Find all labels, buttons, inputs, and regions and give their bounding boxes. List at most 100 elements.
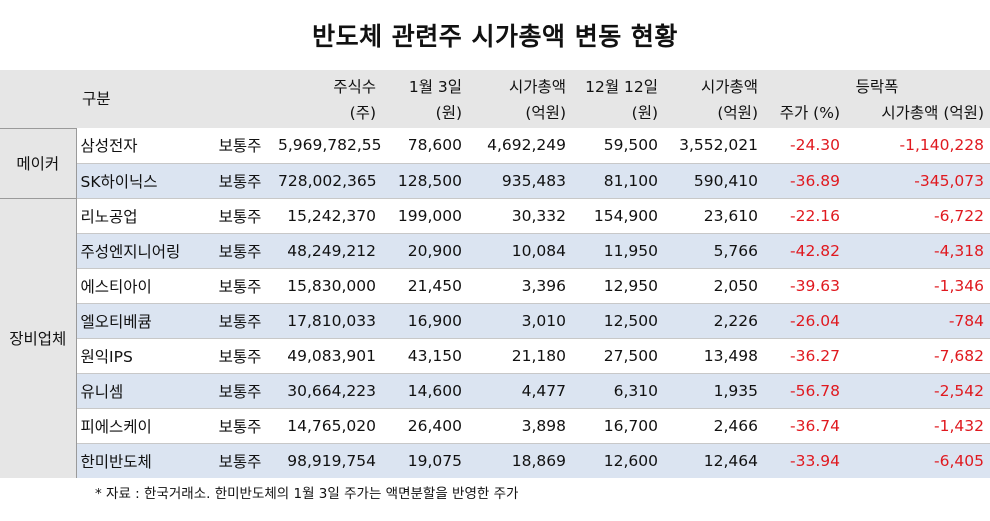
stock-type: 보통주: [208, 372, 272, 408]
page-title: 반도체 관련주 시가총액 변동 현황: [312, 22, 678, 51]
price-dec12-cell: 6,310: [572, 372, 664, 408]
header-price-jan3-unit: (원): [382, 99, 468, 128]
shares-cell: 30,664,223: [272, 372, 382, 408]
mcap-jan3-cell: 21,180: [468, 337, 572, 373]
price-jan3-cell: 20,900: [382, 232, 468, 268]
shares-cell: 728,002,365: [272, 162, 382, 198]
change-price-cell: -39.63: [764, 267, 846, 303]
company-name: 피에스케이: [76, 407, 208, 443]
group-label-maker: 메이커: [0, 127, 77, 198]
mcap-dec12-cell: 12,464: [664, 442, 764, 478]
mcap-dec12-cell: 2,466: [664, 407, 764, 443]
price-jan3-cell: 43,150: [382, 337, 468, 373]
price-dec12-cell: 154,900: [572, 197, 664, 233]
footnote: * 자료 : 한국거래소. 한미반도체의 1월 3일 주가는 액면분할을 반영한…: [95, 486, 519, 502]
table-row: 장비업체 리노공업 보통주 15,242,370 199,000 30,332 …: [0, 197, 990, 478]
mcap-jan3-cell: 4,477: [468, 372, 572, 408]
mcap-dec12-cell: 13,498: [664, 337, 764, 373]
price-dec12-cell: 12,600: [572, 442, 664, 478]
change-price-cell: -42.82: [764, 232, 846, 268]
group-label-equipment: 장비업체: [0, 197, 77, 478]
company-name: 에스티아이: [76, 267, 208, 303]
price-dec12-cell: 59,500: [603, 136, 658, 155]
price-jan3-cell: 21,450: [382, 267, 468, 303]
change-price-cell: -33.94: [764, 442, 846, 478]
price-jan3-cell: 26,400: [382, 407, 468, 443]
shares-cell: 14,765,020: [272, 407, 382, 443]
mcap-dec12-cell: 1,935: [664, 372, 764, 408]
change-mcap-cell: -7,682: [846, 337, 990, 373]
stock-type: 보통주: [208, 337, 272, 373]
change-price-cell: -36.89: [764, 162, 846, 198]
change-mcap-cell: -6,722: [846, 197, 990, 233]
table-row: 에스티아이 보통주 15,830,000 21,450 3,396 12,950…: [0, 267, 990, 303]
price-jan3-cell: 199,000: [382, 197, 468, 233]
header-corner-2: [0, 99, 76, 128]
shares-cell: 15,830,000: [272, 267, 382, 303]
mcap-jan3-cell: 10,084: [468, 232, 572, 268]
table-row: 한미반도체 보통주 98,919,754 19,075 18,869 12,60…: [0, 442, 990, 478]
mcap-jan3-cell: 935,483: [468, 162, 572, 198]
stock-type: 보통주: [218, 137, 262, 156]
price-jan3-cell: 19,075: [382, 442, 468, 478]
mcap-jan3-cell: 3,898: [468, 407, 572, 443]
mcap-dec12-cell: 2,226: [664, 302, 764, 338]
header-blank-2: [208, 99, 272, 128]
header-price-dec12: 12월 12일: [572, 70, 664, 99]
shares-cell: 5,969,782,550: [278, 136, 382, 155]
mcap-dec12-cell: 23,610: [664, 197, 764, 233]
header-category: 구분: [76, 70, 208, 128]
price-dec12-cell: 81,100: [572, 162, 664, 198]
header-change: 등락폭: [764, 70, 990, 99]
mcap-dec12-cell: 5,766: [664, 232, 764, 268]
company-name: SK하이닉스: [76, 162, 208, 198]
change-mcap-cell: -4,318: [846, 232, 990, 268]
change-price-cell: -24.30: [790, 136, 840, 155]
price-dec12-cell: 12,950: [572, 267, 664, 303]
shares-cell: 48,249,212: [272, 232, 382, 268]
table-row: 유니셈 보통주 30,664,223 14,600 4,477 6,310 1,…: [0, 372, 990, 408]
market-cap-table: 구분 주식수 1월 3일 시가총액 12월 12일 시가총액 등락폭 (주) (…: [0, 70, 990, 478]
price-dec12-cell: 11,950: [572, 232, 664, 268]
price-jan3-cell: 128,500: [382, 162, 468, 198]
change-mcap-cell: -1,346: [846, 267, 990, 303]
stock-type: 보통주: [208, 232, 272, 268]
mcap-dec12-cell: 2,050: [664, 267, 764, 303]
shares-cell: 98,919,754: [272, 442, 382, 478]
change-price-cell: -36.27: [764, 337, 846, 373]
header-mcap-dec12-unit: (억원): [664, 99, 764, 128]
header-price-jan3: 1월 3일: [382, 70, 468, 99]
table-row: 메이커 삼성전자 보통주 5,969,782,550 78,600 4,692,…: [0, 127, 990, 198]
shares-cell: 17,810,033: [272, 302, 382, 338]
change-mcap-cell: -2,542: [846, 372, 990, 408]
header-price-dec12-unit: (원): [572, 99, 664, 128]
price-jan3-cell: 16,900: [382, 302, 468, 338]
stock-type: 보통주: [208, 407, 272, 443]
header-change-price: 주가 (%): [764, 99, 846, 128]
change-mcap-cell: -1,432: [846, 407, 990, 443]
header-mcap-jan3-unit: (억원): [468, 99, 572, 128]
stock-type: 보통주: [208, 162, 272, 198]
mcap-jan3-cell: 3,010: [468, 302, 572, 338]
price-dec12-cell: 16,700: [572, 407, 664, 443]
change-price-cell: -22.16: [764, 197, 846, 233]
mcap-jan3-cell: 18,869: [468, 442, 572, 478]
mcap-jan3-cell: 3,396: [468, 267, 572, 303]
price-dec12-cell: 27,500: [572, 337, 664, 373]
table-row: 피에스케이 보통주 14,765,020 26,400 3,898 16,700…: [0, 407, 990, 443]
price-jan3-cell: 14,600: [382, 372, 468, 408]
change-mcap-cell: -345,073: [846, 162, 990, 198]
stock-type: 보통주: [208, 197, 272, 233]
mcap-jan3-cell: 4,692,249: [487, 136, 566, 155]
header-corner: [0, 70, 76, 99]
price-jan3-cell: 78,600: [407, 136, 462, 155]
header-shares-unit: (주): [272, 99, 382, 128]
company-name: 한미반도체: [76, 442, 208, 478]
stock-type: 보통주: [208, 442, 272, 478]
change-price-cell: -36.74: [764, 407, 846, 443]
mcap-dec12-cell: 3,552,021: [679, 136, 758, 155]
header-mcap-jan3: 시가총액: [468, 70, 572, 99]
company-name: 원익IPS: [76, 337, 208, 373]
table-row: 주성엔지니어링 보통주 48,249,212 20,900 10,084 11,…: [0, 232, 990, 268]
header-row-2: (주) (원) (억원) (원) (억원) 주가 (%) 시가총액 (억원): [0, 99, 990, 128]
